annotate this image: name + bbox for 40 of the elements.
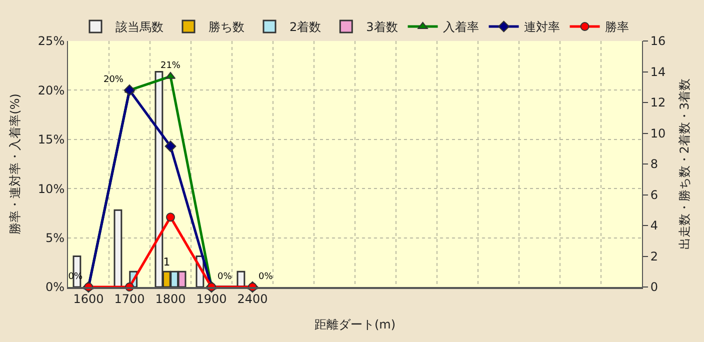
y-tick-label: 10%	[38, 182, 65, 196]
y2-tick-label: 0	[650, 280, 658, 294]
data-label: 1	[163, 256, 170, 269]
data-label: 0%	[218, 272, 232, 282]
x-tick-label: 1700	[114, 292, 145, 306]
y2-tick-label: 16	[650, 34, 666, 48]
y2-tick-label: 10	[650, 126, 666, 140]
y2-axis-title: 出走数・勝ち数・2着数・3着数	[678, 78, 692, 250]
legend-label: 3着数	[366, 20, 398, 34]
x-tick-label: 1900	[196, 292, 227, 306]
legend-label: 入着率	[442, 20, 479, 34]
data-label: 20%	[103, 74, 124, 85]
legend-label: 連対率	[524, 20, 560, 34]
y2-tick-label: 12	[650, 96, 666, 110]
point	[124, 84, 136, 96]
bar	[236, 270, 246, 287]
y2-tick-label: 8	[650, 157, 658, 172]
point	[166, 212, 175, 222]
y-tick-label: 20%	[38, 83, 65, 98]
x-tick-label: 2400	[237, 292, 268, 306]
data-label: 21%	[160, 61, 181, 72]
legend-label: 該当馬数	[116, 20, 164, 34]
bar	[114, 209, 122, 287]
legend-label: 2着数	[290, 20, 322, 34]
y-tick-label: 0%	[46, 280, 65, 294]
y2-tick-label: 14	[650, 64, 666, 79]
y2-tick-label: 4	[650, 218, 658, 233]
y-tick-label: 15%	[38, 132, 65, 147]
y-tick-label: 5%	[46, 231, 65, 245]
y-tick-label: 25%	[38, 34, 65, 48]
x-axis-title: 距離ダート(m)	[314, 318, 396, 332]
y2-tick-label: 2	[650, 249, 658, 264]
legend-label: 勝率	[604, 20, 629, 34]
y2-tick-label: 6	[650, 188, 658, 202]
data-label: 0%	[258, 272, 274, 282]
point	[164, 140, 176, 152]
x-tick-label: 1600	[73, 292, 104, 306]
y-axis-title: 勝率・連対率・入着率(%)	[8, 94, 22, 234]
x-tick-label: 1800	[155, 292, 186, 306]
legend-label: 勝ち数	[208, 20, 244, 34]
